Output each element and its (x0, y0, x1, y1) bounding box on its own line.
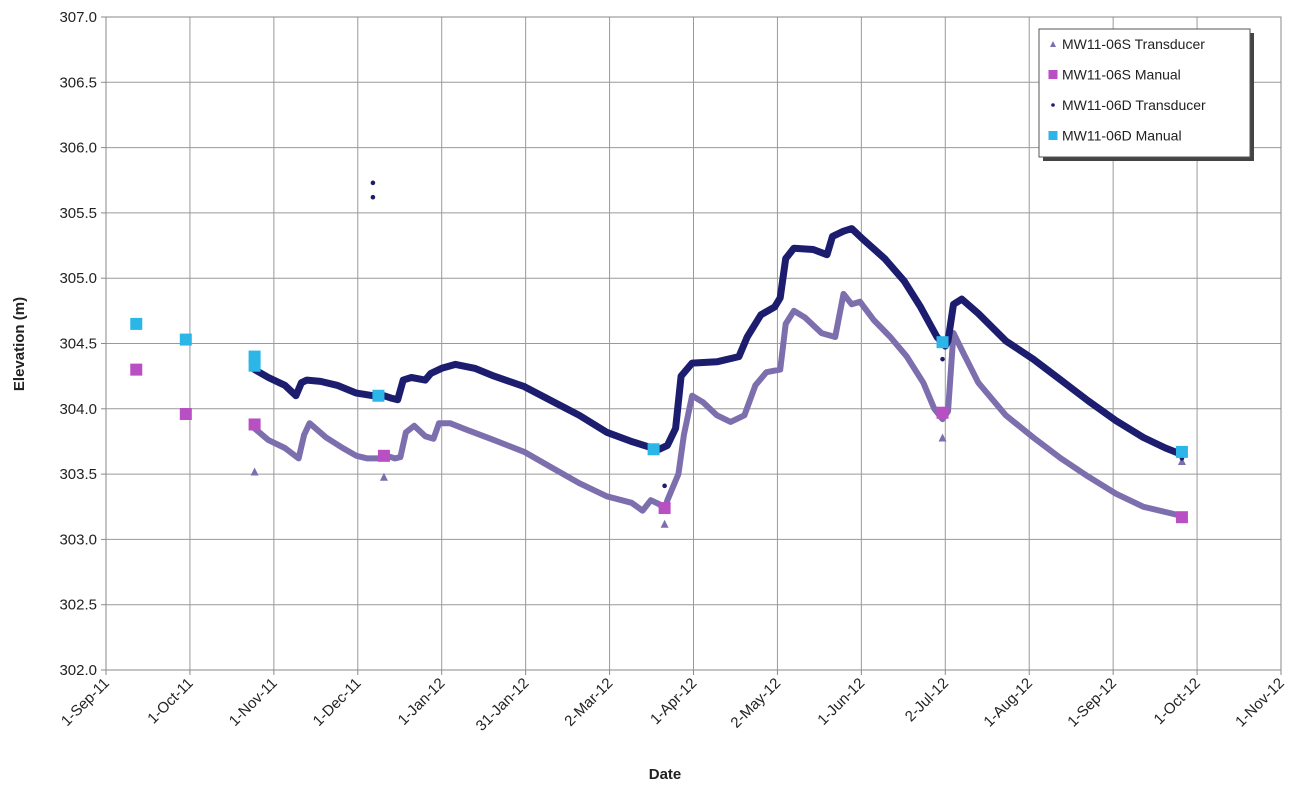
y-tick-label: 306.0 (59, 140, 97, 157)
legend-item: MW11-06D Transducer (1051, 97, 1206, 113)
y-tick-label: 305.0 (59, 270, 97, 287)
legend-label: MW11-06D Transducer (1062, 97, 1206, 113)
legend-item: MW11-06D Manual (1048, 128, 1182, 144)
legend-label: MW11-06S Manual (1062, 67, 1181, 83)
data-point-mw11-06d-manual (179, 333, 192, 346)
x-tick-label: 1-Oct-12 (1151, 675, 1204, 728)
legend-item: MW11-06S Transducer (1050, 36, 1205, 52)
data-point-mw11-06s-manual (179, 408, 192, 421)
data-point-mw11-06s-manual (658, 502, 671, 515)
data-point-mw11-06d-manual (130, 317, 143, 330)
legend-marker-mw11-06s-manual (1048, 70, 1058, 79)
x-tick-label: 1-Apr-12 (647, 675, 700, 728)
legend-items: MW11-06S Transducer MW11-06S Manual MW11-0… (1048, 36, 1206, 144)
data-point-mw11-06s-transducer (1177, 457, 1186, 466)
legend-marker-mw11-06d-manual (1048, 131, 1058, 140)
legend-marker-mw11-06s-transducer (1050, 41, 1056, 47)
y-tick-label: 304.0 (59, 401, 97, 418)
x-tick-label: 1-Jun-12 (814, 675, 868, 729)
data-point-mw11-06s-manual (377, 449, 390, 462)
data-point-mw11-06s-manual (1175, 511, 1188, 524)
y-tick-label: 306.5 (59, 74, 97, 91)
x-tick-label: 2-Mar-12 (561, 675, 616, 730)
data-point-mw11-06s-transducer (379, 472, 388, 481)
data-point-mw11-06d-transducer (662, 483, 667, 489)
x-tick-label: 1-Nov-11 (226, 675, 281, 730)
x-tick-label: 1-Oct-11 (144, 675, 197, 728)
data-point-mw11-06s-manual (130, 363, 143, 376)
legend-label: MW11-06S Transducer (1062, 36, 1205, 52)
data-point-mw11-06d-manual (248, 359, 261, 372)
series-line-mw11-06d-transducer (251, 225, 1186, 458)
x-tick-label: 1-Sep-11 (58, 675, 113, 730)
legend: MW11-06S Transducer MW11-06S Manual MW11-0… (1038, 28, 1254, 161)
x-tick-label: 1-Jan-12 (395, 675, 449, 729)
legend-label: MW11-06D Manual (1062, 128, 1182, 144)
x-tick-label: 31-Jan-12 (473, 675, 533, 735)
data-point-mw11-06d-transducer (940, 356, 945, 362)
data-point-mw11-06s-transducer (938, 433, 947, 442)
y-tick-label: 302.5 (59, 597, 97, 614)
data-point-mw11-06s-manual (936, 406, 949, 419)
data-point-mw11-06s-transducer (660, 519, 669, 528)
x-tick-label: 2-Jul-12 (902, 675, 952, 725)
y-tick-label: 303.5 (59, 466, 97, 483)
legend-box (1038, 28, 1251, 158)
data-point-mw11-06d-manual (248, 350, 261, 363)
series-layer (130, 180, 1188, 528)
x-tick-label: 1-Aug-12 (980, 675, 1036, 731)
y-tick-label: 302.0 (59, 662, 97, 679)
y-tick-label: 304.5 (59, 336, 97, 353)
data-point-mw11-06d-manual (936, 336, 949, 349)
legend-item: MW11-06S Manual (1048, 67, 1181, 83)
y-tick-label: 307.0 (59, 9, 97, 26)
series-mw11-06d-manual (130, 317, 1188, 458)
data-point-mw11-06d-transducer (370, 194, 376, 200)
x-tick-label: 1-Sep-12 (1064, 675, 1120, 731)
data-point-mw11-06s-transducer (250, 467, 259, 476)
data-point-mw11-06d-manual (1175, 445, 1188, 458)
legend-marker-mw11-06d-transducer (1051, 103, 1055, 107)
x-axis-title: Date (649, 766, 682, 783)
x-tick-label: 1-Dec-11 (310, 675, 365, 730)
data-point-mw11-06s-manual (248, 418, 261, 431)
data-point-mw11-06d-manual (647, 443, 660, 456)
x-axis-ticks: 1-Sep-11 1-Oct-11 1-Nov-11 1-Dec-11 1-Jan-12… (58, 670, 1288, 735)
series-mw11-06s-manual (130, 363, 1188, 524)
y-axis-ticks: 302.0 302.5 303.0 303.5 304.0 304.5 305.0 305.5… (59, 9, 106, 679)
x-tick-label: 2-May-12 (727, 675, 784, 732)
y-tick-label: 305.5 (59, 205, 97, 222)
data-point-mw11-06d-transducer (370, 180, 376, 186)
y-axis-title: Elevation (m) (11, 297, 28, 391)
data-point-mw11-06d-manual (372, 389, 385, 402)
x-tick-label: 1-Nov-12 (1232, 675, 1288, 731)
y-tick-label: 303.0 (59, 531, 97, 548)
